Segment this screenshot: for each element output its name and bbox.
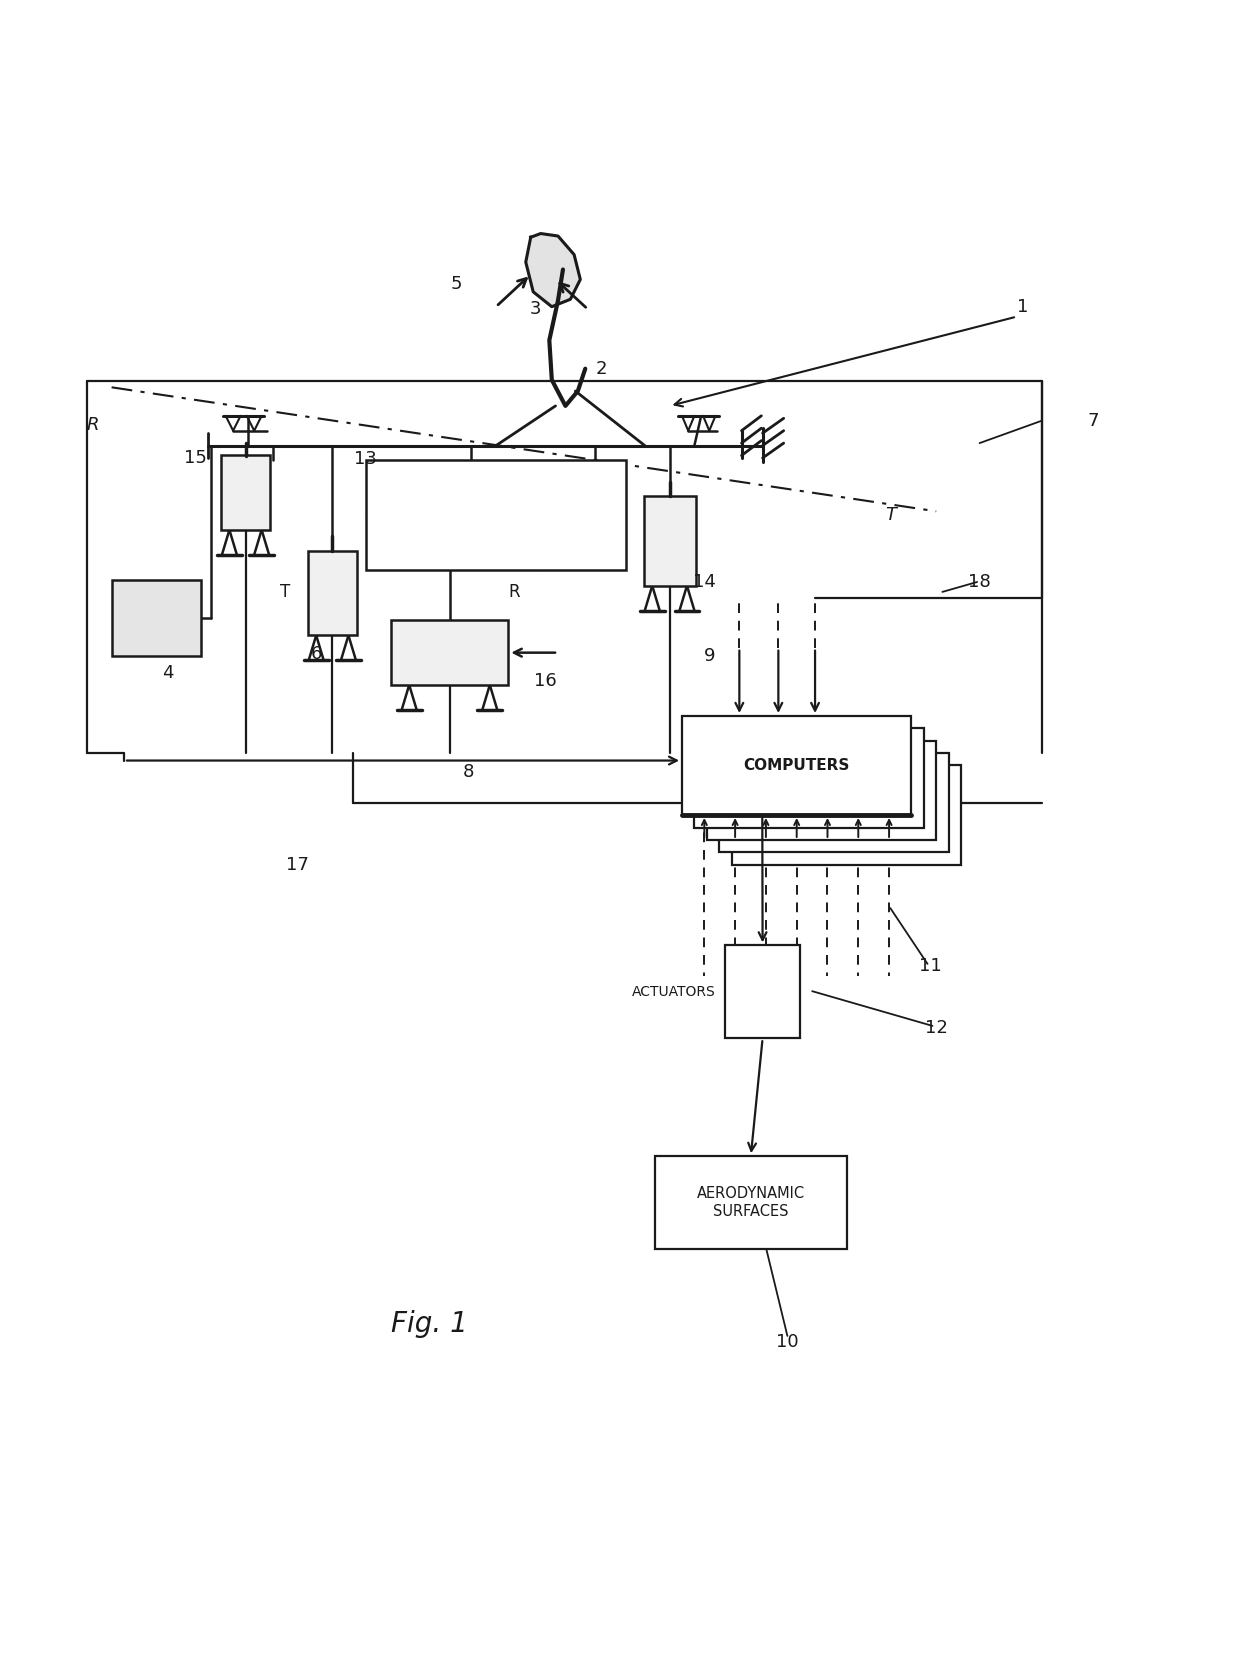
Bar — [308, 551, 357, 636]
Text: 14: 14 — [693, 573, 715, 591]
Text: 7: 7 — [1087, 412, 1100, 430]
Bar — [725, 945, 800, 1038]
Text: 17: 17 — [286, 856, 309, 874]
Text: 13: 13 — [355, 450, 377, 468]
Bar — [366, 460, 626, 569]
Text: 12: 12 — [925, 1019, 947, 1038]
Bar — [732, 766, 961, 864]
Text: 6: 6 — [310, 645, 322, 664]
Text: R: R — [87, 415, 99, 434]
Bar — [391, 621, 508, 685]
Bar — [644, 496, 696, 586]
Text: ACTUATORS: ACTUATORS — [631, 985, 715, 1000]
Bar — [221, 455, 270, 530]
Text: COMPUTERS: COMPUTERS — [744, 758, 849, 773]
Text: 2: 2 — [595, 359, 608, 377]
Text: T: T — [280, 583, 290, 601]
Text: Fig. 1: Fig. 1 — [391, 1309, 467, 1337]
Polygon shape — [526, 233, 580, 306]
Text: 15: 15 — [185, 449, 207, 467]
Text: 16: 16 — [534, 672, 557, 690]
Text: R: R — [508, 583, 521, 601]
Text: 5: 5 — [450, 275, 463, 293]
Bar — [682, 717, 911, 816]
Text: 8: 8 — [463, 763, 475, 781]
Text: 10: 10 — [776, 1332, 799, 1350]
Text: 4: 4 — [161, 664, 174, 682]
Bar — [694, 728, 924, 828]
Bar — [112, 579, 201, 657]
Text: 18: 18 — [968, 573, 991, 591]
Bar — [655, 1157, 847, 1250]
Text: 11: 11 — [919, 957, 941, 975]
Text: 9: 9 — [703, 647, 715, 665]
Bar — [719, 753, 949, 852]
Text: 3: 3 — [529, 300, 542, 318]
Bar — [707, 741, 936, 839]
Text: AERODYNAMIC
SURFACES: AERODYNAMIC SURFACES — [697, 1187, 805, 1218]
Text: 1: 1 — [1017, 298, 1029, 316]
Text: T: T — [885, 506, 895, 525]
